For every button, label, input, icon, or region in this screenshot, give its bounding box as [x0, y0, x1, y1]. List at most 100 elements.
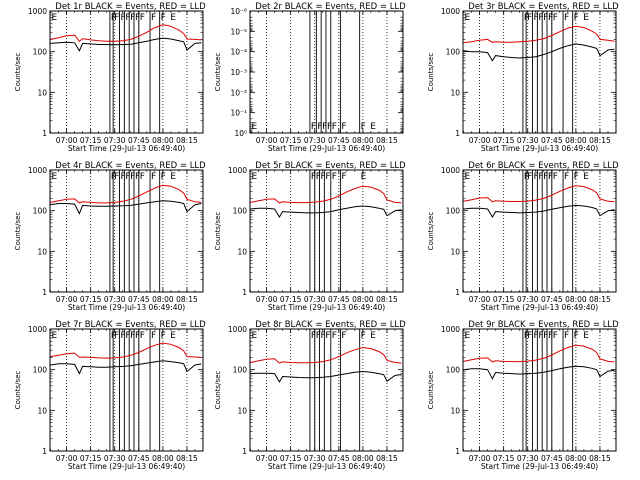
chart-det-5: Det 5r BLACK = Events, RED = LLD Counts/s…: [214, 161, 406, 312]
plot-frame: [249, 10, 404, 134]
y-tick-label: 100: [233, 207, 248, 216]
flag-label: F: [527, 13, 532, 23]
x-tick-label: 08:15: [376, 136, 398, 145]
plot-frame: [249, 328, 404, 452]
x-tick-label: 07:15: [280, 295, 302, 304]
y-tick-label: 1: [242, 288, 247, 297]
chart-title: Det 8r BLACK = Events, RED = LLD: [255, 320, 406, 330]
y-tick-label: 1: [42, 288, 47, 297]
y-tick-label: 100: [233, 366, 248, 375]
flag-label: F: [332, 331, 337, 341]
flag-label: F: [574, 13, 579, 23]
flag-label: F: [316, 172, 321, 182]
chart-det-4: Det 4r BLACK = Events, RED = LLD Counts/s…: [14, 161, 206, 312]
x-axis-label: Start Time (29-Jul-13 06:49:40): [268, 462, 385, 471]
series-lld-line: [463, 344, 615, 363]
series-lld-line: [250, 185, 402, 204]
y-tick-label: 10⁻⁶: [230, 7, 247, 16]
y-tick-label: 10: [237, 406, 247, 415]
flag-label: F: [321, 172, 326, 182]
flag-label: E: [465, 13, 471, 23]
x-tick-label: 07:45: [328, 295, 350, 304]
x-tick-label: 07:00: [256, 136, 278, 145]
chart-title: Det 2r BLACK = Events, RED = LLD: [255, 2, 406, 12]
y-axis-label: Counts/sec: [427, 212, 435, 251]
flag-label: F: [538, 13, 543, 23]
flag-label: F: [341, 331, 346, 341]
y-tick-label: 1: [455, 129, 460, 138]
flag-label: F: [135, 172, 140, 182]
x-tick-label: 07:15: [80, 295, 102, 304]
y-tick-label: 1000: [28, 7, 47, 16]
x-tick-label: 07:15: [493, 136, 515, 145]
y-tick-label: 100: [33, 48, 48, 57]
x-tick-label: 08:00: [352, 454, 374, 463]
flag-label: E: [252, 172, 258, 182]
x-tick-label: 07:30: [517, 295, 539, 304]
x-tick-label: 07:15: [280, 454, 302, 463]
flag-label: F: [548, 172, 553, 182]
x-tick-label: 08:15: [589, 454, 611, 463]
x-axis-label: Start Time (29-Jul-13 06:49:40): [481, 144, 598, 153]
y-tick-label: 1000: [228, 325, 247, 334]
y-tick-label: 10: [37, 247, 47, 256]
plot-frame: [49, 10, 204, 134]
flag-label: F: [527, 172, 532, 182]
y-tick-label: 100: [446, 207, 461, 216]
x-tick-label: 07:45: [541, 295, 563, 304]
flag-label: F: [553, 172, 558, 182]
x-tick-label: 08:00: [152, 295, 174, 304]
flag-label: E: [465, 172, 471, 182]
x-tick-label: 07:00: [469, 136, 491, 145]
flag-label: E: [370, 122, 376, 132]
y-tick-label: 1000: [28, 325, 47, 334]
x-tick-label: 07:00: [469, 454, 491, 463]
flag-label: F: [125, 331, 130, 341]
flag-label: E: [252, 331, 258, 341]
flag-label: F: [534, 172, 539, 182]
x-tick-label: 07:45: [128, 454, 150, 463]
x-tick-label: 07:30: [304, 454, 326, 463]
x-tick-label: 07:00: [256, 295, 278, 304]
flag-label: F: [327, 122, 332, 132]
x-tick-label: 07:15: [493, 295, 515, 304]
x-tick-label: 07:30: [104, 454, 126, 463]
flag-label: E: [583, 331, 589, 341]
x-tick-label: 08:15: [176, 136, 198, 145]
x-tick-label: 08:00: [352, 295, 374, 304]
flag-label: F: [125, 172, 130, 182]
x-tick-label: 07:00: [56, 454, 78, 463]
chart-title: Det 4r BLACK = Events, RED = LLD: [55, 161, 206, 171]
y-tick-label: 10⁻³: [230, 68, 247, 77]
flag-label: E: [170, 331, 176, 341]
series-lld-line: [50, 342, 202, 359]
flag-label: F: [151, 172, 156, 182]
series-events-line: [463, 43, 615, 62]
series-events-line: [463, 204, 615, 218]
flag-label: F: [140, 172, 145, 182]
flag-label: F: [151, 331, 156, 341]
x-tick-label: 08:00: [152, 454, 174, 463]
x-tick-label: 07:15: [493, 454, 515, 463]
flag-label: F: [161, 13, 166, 23]
flag-label: E: [170, 172, 176, 182]
x-tick-label: 07:30: [104, 295, 126, 304]
chart-det-3: Det 3r BLACK = Events, RED = LLD Counts/s…: [427, 2, 619, 153]
chart-title: Det 7r BLACK = Events, RED = LLD: [55, 320, 206, 330]
series-lld-line: [50, 24, 202, 43]
y-tick-label: 100: [446, 366, 461, 375]
chart-det-8: Det 8r BLACK = Events, RED = LLD Counts/s…: [214, 320, 406, 471]
x-tick-label: 07:45: [328, 136, 350, 145]
x-tick-label: 08:00: [565, 295, 587, 304]
series-events-line: [250, 205, 402, 218]
flag-label: F: [321, 331, 326, 341]
flag-label: F: [538, 331, 543, 341]
series-lld-line: [50, 184, 202, 204]
y-tick-label: 10⁻²: [230, 88, 247, 97]
flag-label: E: [252, 122, 258, 132]
plot-frame: [49, 169, 204, 293]
y-tick-label: 10: [237, 247, 247, 256]
x-tick-label: 07:30: [517, 136, 539, 145]
y-axis-label: Counts/sec: [427, 371, 435, 410]
